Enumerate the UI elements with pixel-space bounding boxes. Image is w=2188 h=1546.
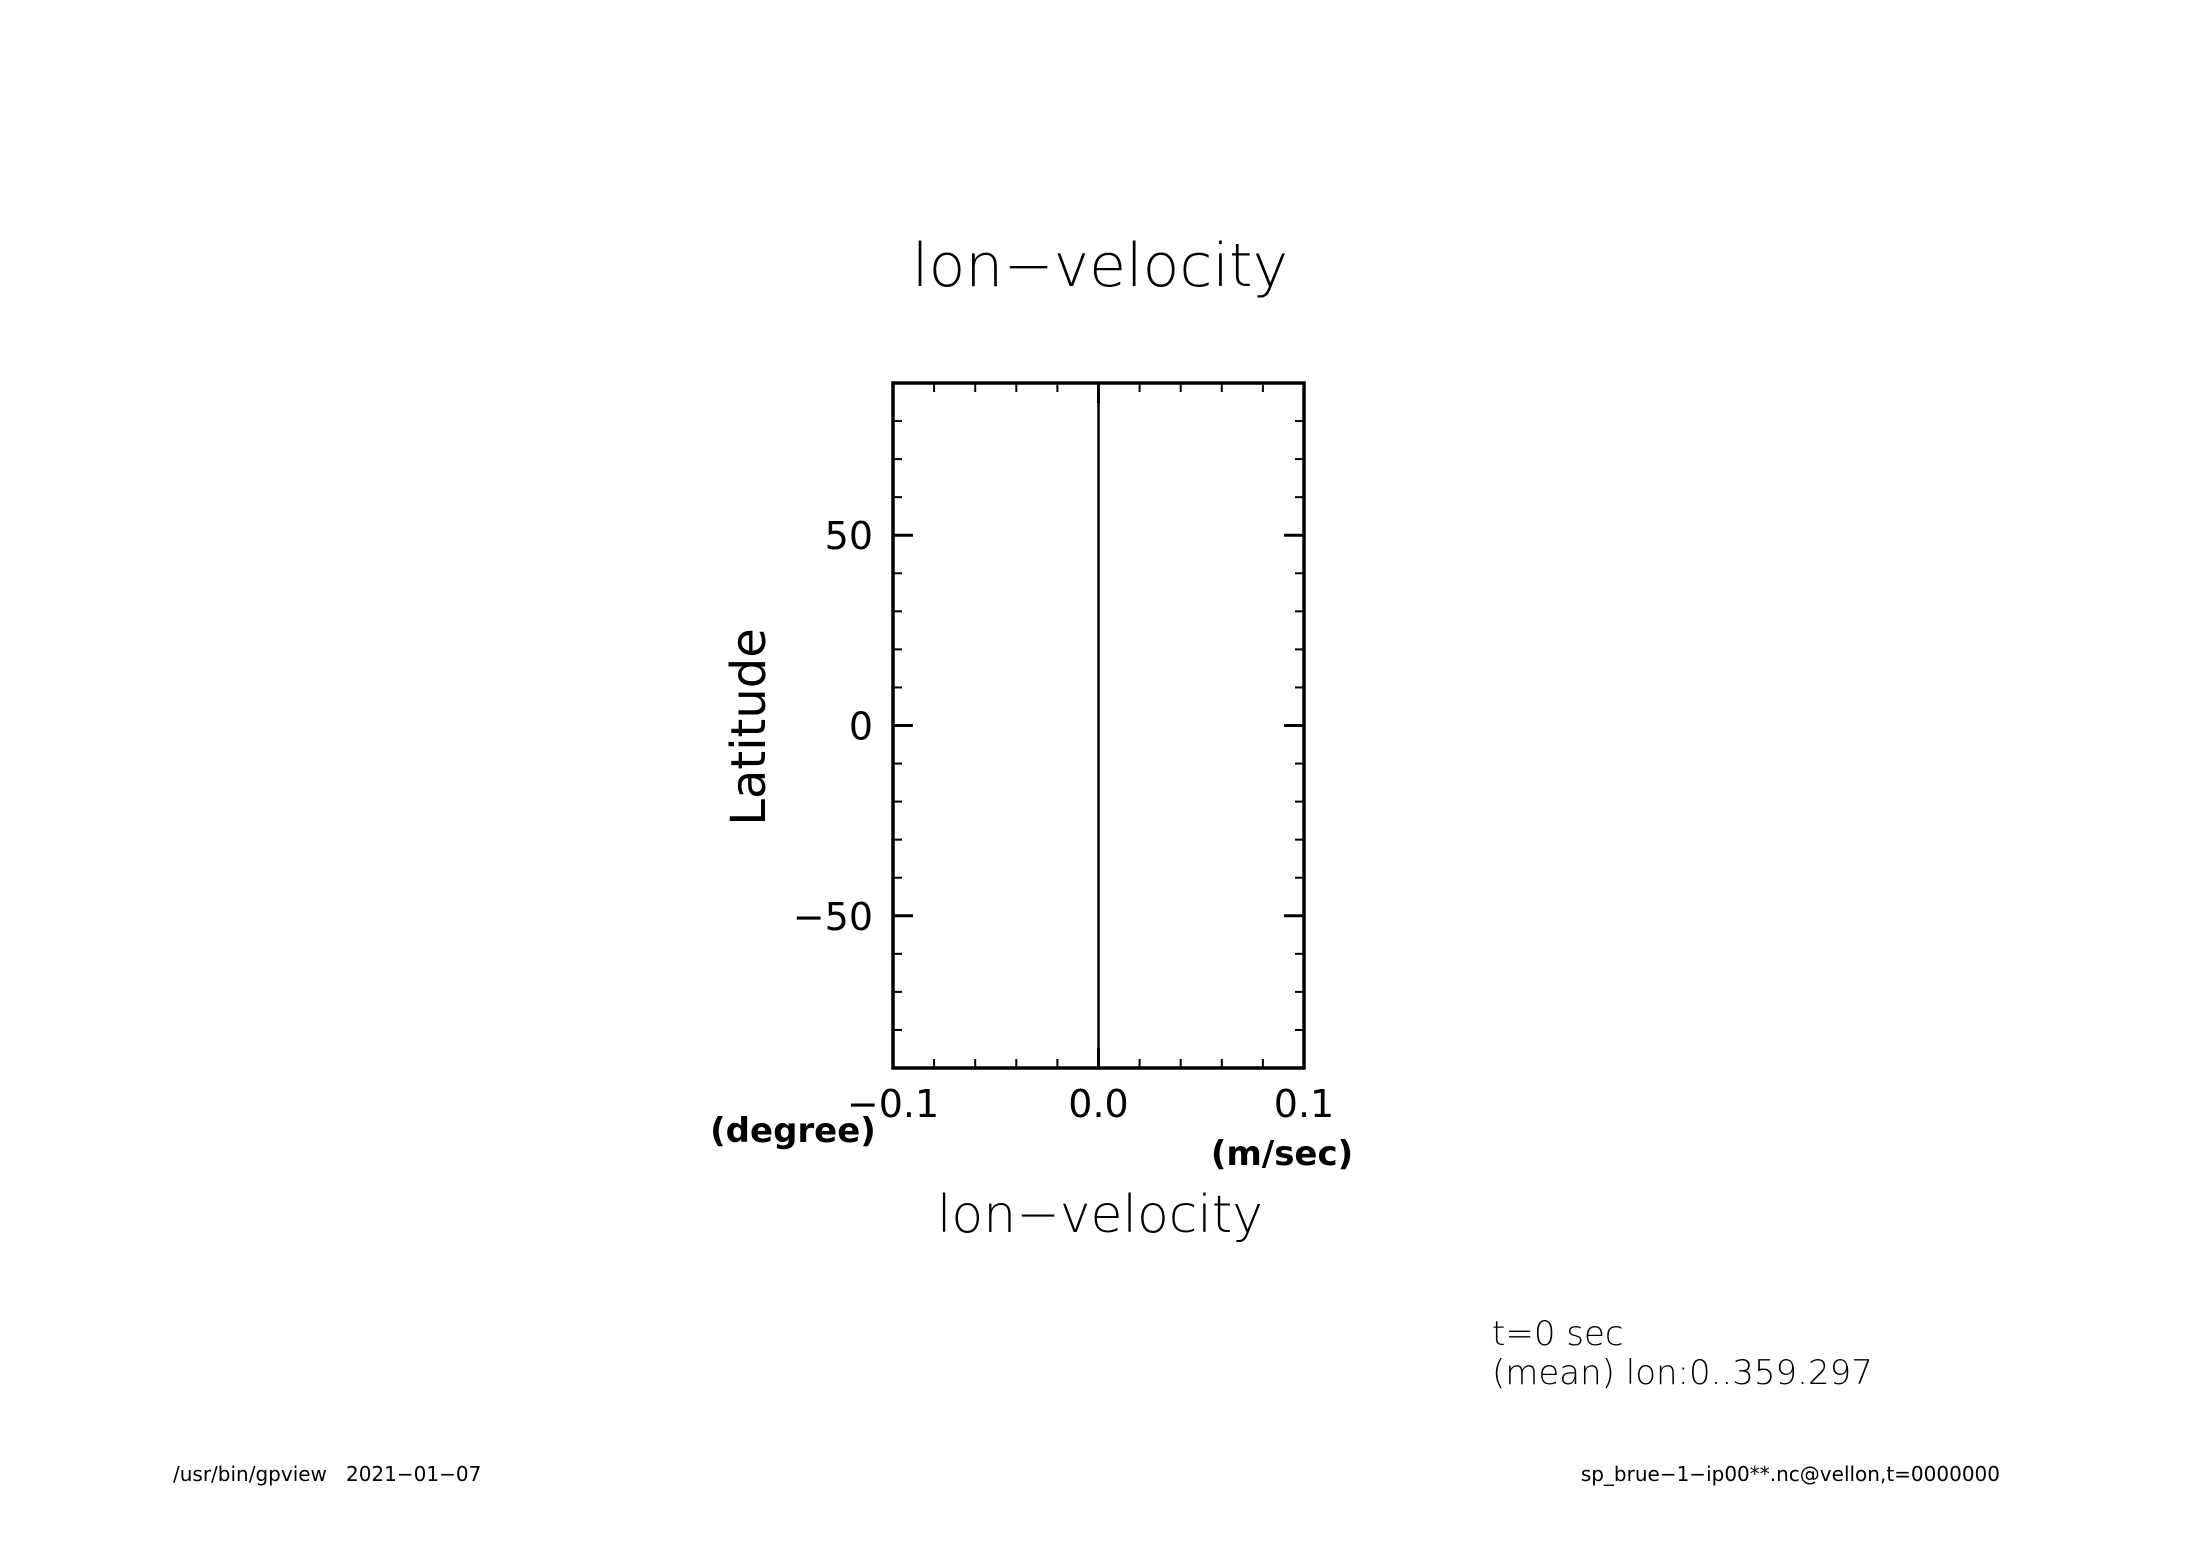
time-annotation: t=0 sec: [1492, 1314, 1624, 1354]
y-axis-label: Latitude: [721, 628, 777, 826]
chart-title: lon−velocity: [912, 231, 1288, 301]
ticks: [891, 382, 1306, 1069]
x-axis-unit: (m/sec): [1211, 1134, 1353, 1174]
tick-labels: −0.1 0.0 0.1 50 0 −50: [793, 514, 1334, 1126]
footer-right: sp_brue−1−ip00**.nc@vellon,t=0000000: [1581, 1462, 2000, 1486]
y-tick-label: 0: [849, 705, 873, 749]
y-tick-label: 50: [825, 514, 873, 558]
x-axis-label: lon−velocity: [937, 1185, 1263, 1245]
x-tick-label: 0.0: [1068, 1082, 1128, 1126]
footer-left: /usr/bin/gpview 2021−01−07: [173, 1462, 481, 1486]
mean-annotation: (mean) lon:0..359.297: [1492, 1353, 1873, 1393]
x-tick-label: −0.1: [847, 1082, 939, 1126]
y-tick-label: −50: [793, 895, 873, 939]
x-tick-label: 0.1: [1274, 1082, 1334, 1126]
y-axis-unit: (degree): [710, 1111, 876, 1151]
